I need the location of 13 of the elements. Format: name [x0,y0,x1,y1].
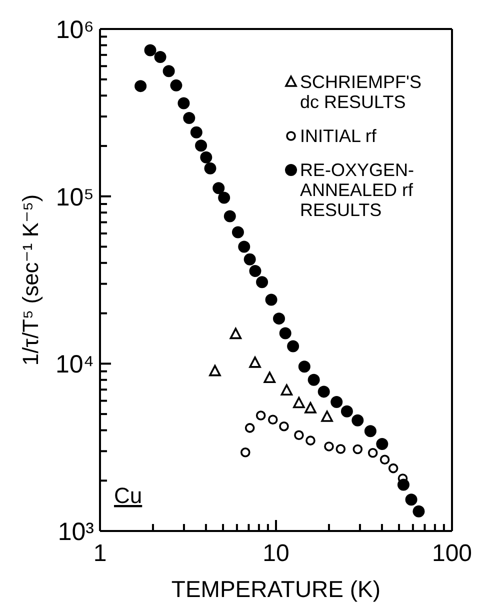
y-axis-title: 1/τ/T⁵ (sec⁻¹ K⁻⁵) [18,194,43,366]
y-tick-label: 10⁵ [56,183,94,212]
annotation: Cu [114,483,142,508]
x-axis-title: TEMPERATURE (K) [171,576,381,602]
y-tick-label: 10⁴ [55,350,94,379]
x-tick-label: 1 [93,540,107,567]
legend-label: SCHRIEMPF'S dc RESULTS [300,72,422,112]
y-tick-label: 10³ [58,518,94,546]
legend-label: INITIAL rf [300,126,376,146]
x-tick-label: 100 [432,540,472,567]
y-tick-label: 10⁶ [56,16,94,44]
x-tick-label: 10 [262,540,290,567]
legend-label: RE-OXYGEN-ANNEALED rf RESULTS [300,160,416,220]
